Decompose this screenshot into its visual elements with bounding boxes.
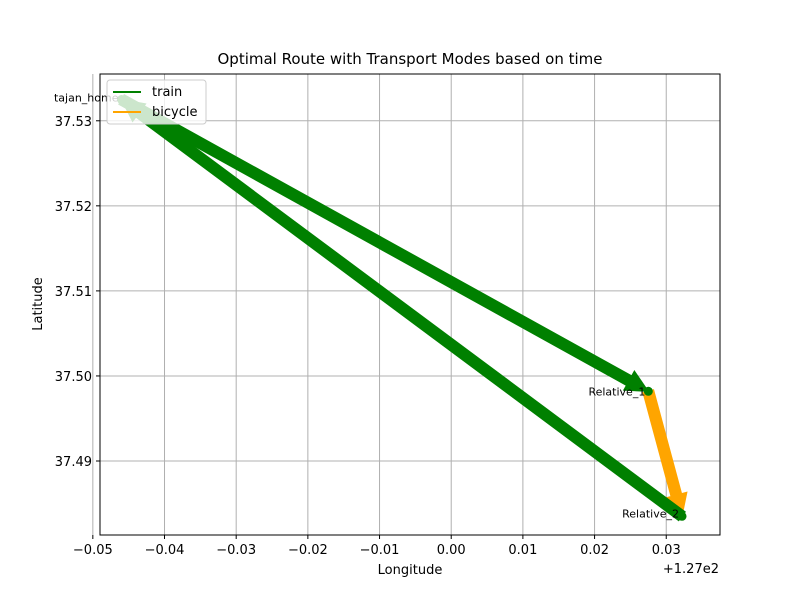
plot-area-frame bbox=[99, 73, 721, 536]
point-label: tajan_home bbox=[54, 92, 119, 105]
route-arrow-train bbox=[118, 94, 650, 392]
legend-label-bicycle: bicycle bbox=[152, 105, 197, 120]
legend: train bicycle bbox=[106, 79, 207, 125]
route-arrow-bicycle-shape bbox=[642, 389, 688, 518]
x-tick-label: −0.01 bbox=[360, 543, 400, 558]
y-tick-label: 37.51 bbox=[55, 285, 92, 300]
x-tick-label: 0.00 bbox=[437, 543, 466, 558]
point-label: Relative_1 bbox=[588, 385, 645, 398]
route-point bbox=[643, 386, 653, 396]
legend-label-train: train bbox=[152, 85, 182, 100]
x-tick-label: −0.03 bbox=[216, 543, 256, 558]
x-axis-title: Longitude bbox=[378, 563, 443, 578]
y-tick-label: 37.53 bbox=[55, 115, 92, 130]
y-tick-label: 37.50 bbox=[55, 370, 92, 385]
x-tick-label: −0.05 bbox=[73, 543, 113, 558]
route-point bbox=[677, 511, 687, 521]
route-arrow-bicycle bbox=[642, 389, 688, 518]
x-tick-label: −0.02 bbox=[288, 543, 328, 558]
route-arrow-train-shape bbox=[118, 94, 650, 392]
point-label: Relative_2 bbox=[622, 507, 679, 520]
y-tick-label: 37.49 bbox=[55, 455, 92, 470]
axis-ticks: −0.05 −0.04 −0.03 −0.02 −0.01 0.00 0.01 0.02 0.0… bbox=[55, 115, 681, 558]
x-tick-label: 0.02 bbox=[580, 543, 609, 558]
y-axis-title: Latitude bbox=[31, 277, 46, 331]
y-tick-label: 37.52 bbox=[55, 200, 92, 215]
x-axis-offset-label: +1.27e2 bbox=[663, 562, 719, 577]
x-tick-label: 0.03 bbox=[652, 543, 681, 558]
x-tick-label: −0.04 bbox=[145, 543, 185, 558]
point-labels: tajan_home Relative_1 Relative_2 bbox=[54, 92, 679, 521]
chart-title: Optimal Route with Transport Modes based… bbox=[217, 50, 602, 68]
x-tick-label: 0.01 bbox=[508, 543, 537, 558]
